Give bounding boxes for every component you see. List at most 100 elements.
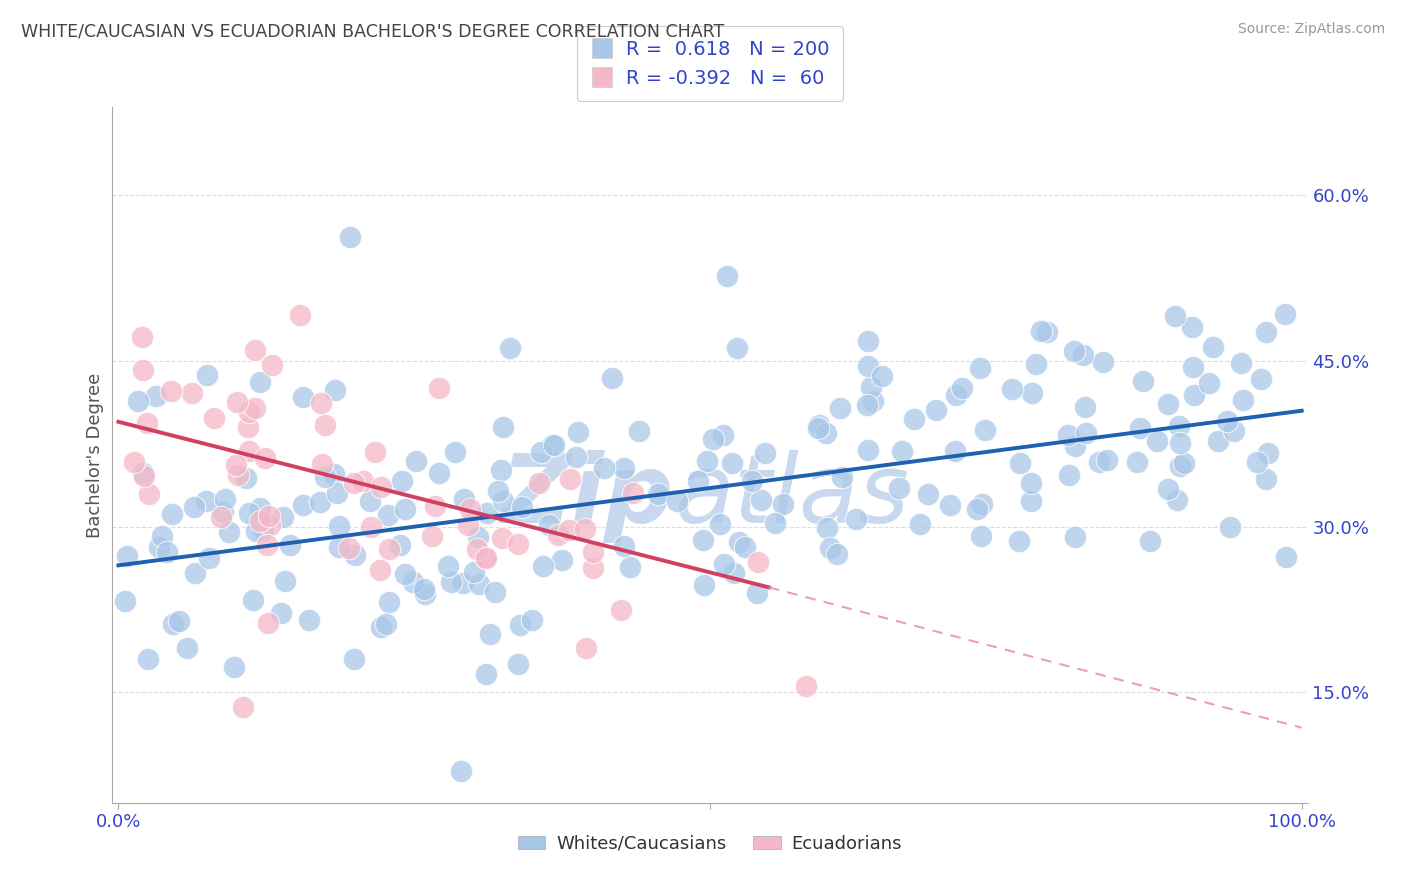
Whites/Caucasians [889, 481, 911, 495]
Ecuadorians [138, 487, 160, 501]
Whites/Caucasians [510, 500, 533, 514]
Whites/Caucasians [749, 492, 772, 507]
Whites/Caucasians [613, 539, 636, 553]
Whites/Caucasians [274, 574, 297, 588]
Whites/Caucasians [477, 506, 499, 520]
Whites/Caucasians [1076, 426, 1098, 441]
Whites/Caucasians [754, 446, 776, 460]
Whites/Caucasians [1182, 388, 1205, 402]
Whites/Caucasians [728, 535, 751, 549]
Whites/Caucasians [249, 375, 271, 389]
Whites/Caucasians [692, 533, 714, 547]
Whites/Caucasians [711, 428, 734, 442]
Whites/Caucasians [198, 551, 221, 566]
Whites/Caucasians [628, 424, 651, 438]
Whites/Caucasians [359, 493, 381, 508]
Whites/Caucasians [1126, 455, 1149, 469]
Whites/Caucasians [160, 507, 183, 521]
Whites/Caucasians [567, 425, 589, 439]
Whites/Caucasians [218, 524, 240, 539]
Text: WHITE/CAUCASIAN VS ECUADORIAN BACHELOR'S DEGREE CORRELATION CHART: WHITE/CAUCASIAN VS ECUADORIAN BACHELOR'S… [21, 22, 724, 40]
Whites/Caucasians [860, 380, 883, 394]
Whites/Caucasians [970, 497, 993, 511]
Whites/Caucasians [169, 615, 191, 629]
Whites/Caucasians [162, 617, 184, 632]
Whites/Caucasians [176, 641, 198, 656]
Ecuadorians [575, 641, 598, 656]
Ecuadorians [160, 384, 183, 399]
Whites/Caucasians [541, 438, 564, 452]
Ecuadorians [506, 537, 529, 551]
Whites/Caucasians [709, 517, 731, 532]
Whites/Caucasians [1008, 456, 1031, 470]
Whites/Caucasians [973, 423, 995, 437]
Whites/Caucasians [405, 454, 427, 468]
Ecuadorians [465, 542, 488, 557]
Whites/Caucasians [537, 518, 560, 533]
Whites/Caucasians [943, 444, 966, 458]
Whites/Caucasians [1208, 434, 1230, 449]
Whites/Caucasians [1157, 397, 1180, 411]
Whites/Caucasians [402, 574, 425, 589]
Whites/Caucasians [429, 466, 451, 480]
Whites/Caucasians [741, 474, 763, 488]
Whites/Caucasians [127, 394, 149, 409]
Whites/Caucasians [1275, 550, 1298, 565]
Ecuadorians [491, 532, 513, 546]
Whites/Caucasians [1246, 455, 1268, 469]
Ecuadorians [420, 529, 443, 543]
Whites/Caucasians [1146, 434, 1168, 448]
Whites/Caucasians [440, 574, 463, 589]
Whites/Caucasians [249, 500, 271, 515]
Whites/Caucasians [1001, 382, 1024, 396]
Whites/Caucasians [148, 540, 170, 554]
Whites/Caucasians [862, 393, 884, 408]
Whites/Caucasians [600, 371, 623, 385]
Whites/Caucasians [772, 498, 794, 512]
Whites/Caucasians [1036, 325, 1059, 339]
Whites/Caucasians [806, 421, 828, 435]
Whites/Caucasians [1168, 436, 1191, 450]
Whites/Caucasians [150, 529, 173, 543]
Whites/Caucasians [342, 652, 364, 666]
Whites/Caucasians [115, 549, 138, 563]
Whites/Caucasians [1274, 307, 1296, 321]
Whites/Caucasians [444, 444, 467, 458]
Whites/Caucasians [725, 341, 748, 355]
Whites/Caucasians [696, 454, 718, 468]
Whites/Caucasians [856, 442, 879, 457]
Whites/Caucasians [309, 494, 332, 508]
Ecuadorians [360, 519, 382, 533]
Whites/Caucasians [734, 540, 756, 554]
Whites/Caucasians [114, 594, 136, 608]
Whites/Caucasians [1232, 393, 1254, 408]
Whites/Caucasians [298, 613, 321, 627]
Whites/Caucasians [156, 544, 179, 558]
Whites/Caucasians [1223, 425, 1246, 439]
Ecuadorians [582, 561, 605, 575]
Ecuadorians [747, 555, 769, 569]
Whites/Caucasians [1181, 320, 1204, 334]
Whites/Caucasians [529, 444, 551, 458]
Whites/Caucasians [828, 401, 851, 416]
Whites/Caucasians [1230, 356, 1253, 370]
Whites/Caucasians [214, 491, 236, 506]
Whites/Caucasians [394, 566, 416, 581]
Whites/Caucasians [463, 566, 485, 580]
Ecuadorians [226, 394, 249, 409]
Ecuadorians [574, 522, 596, 536]
Whites/Caucasians [1088, 454, 1111, 468]
Ecuadorians [228, 468, 250, 483]
Ecuadorians [131, 330, 153, 344]
Whites/Caucasians [1019, 494, 1042, 508]
Whites/Caucasians [1167, 419, 1189, 434]
Whites/Caucasians [925, 403, 948, 417]
Ecuadorians [458, 502, 481, 516]
Whites/Caucasians [713, 557, 735, 571]
Whites/Caucasians [343, 548, 366, 562]
Whites/Caucasians [413, 587, 436, 601]
Whites/Caucasians [437, 558, 460, 573]
Whites/Caucasians [394, 502, 416, 516]
Whites/Caucasians [238, 506, 260, 520]
Whites/Caucasians [145, 389, 167, 403]
